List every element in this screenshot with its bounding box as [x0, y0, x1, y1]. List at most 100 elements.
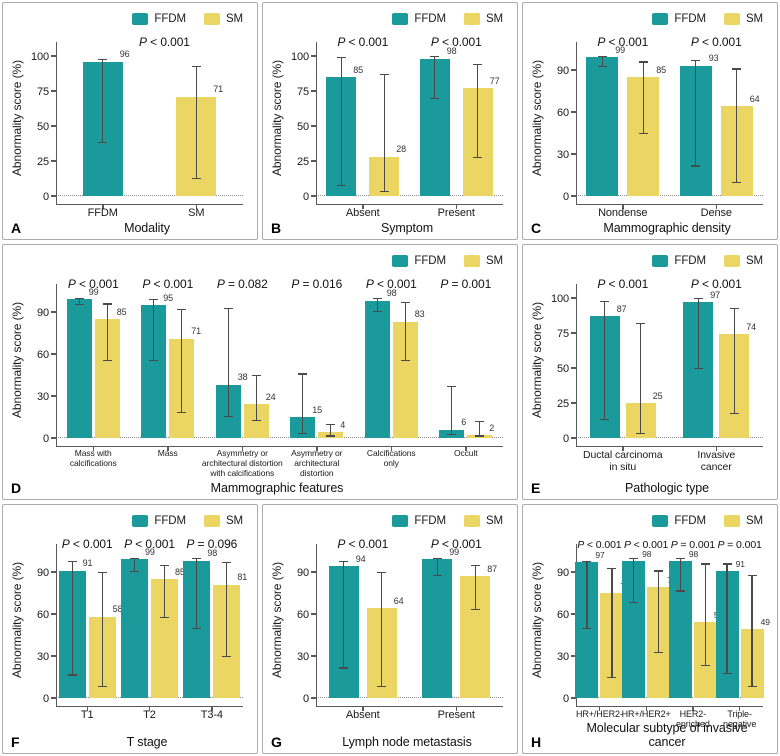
error-bar-cap-low — [636, 432, 646, 434]
panel-letter: C — [531, 220, 542, 236]
p-value: P < 0.001 — [430, 35, 482, 49]
legend-label: FFDM — [414, 254, 446, 267]
p-value: P < 0.001 — [430, 537, 482, 551]
error-bar-line — [611, 567, 613, 679]
legend-item-ffdm: FFDM — [392, 254, 446, 267]
y-tick-label: 90 — [296, 566, 309, 579]
y-axis-title: Abnormality score (%) — [269, 30, 284, 205]
legend-item-sm: SM — [463, 12, 503, 25]
x-tick-label: Calcifications only — [366, 448, 416, 468]
error-bar-cap-low — [447, 433, 457, 436]
p-value: P = 0.001 — [440, 277, 492, 291]
error-bar-line — [196, 558, 198, 630]
x-axis-title: T stage — [126, 735, 168, 749]
error-bar-line — [255, 375, 257, 422]
x-axis-title: Lymph node metastasis — [342, 735, 472, 749]
value-label: 74 — [746, 321, 757, 332]
value-label: 71 — [213, 84, 224, 95]
x-tick-label: Mass with calcifications — [69, 448, 117, 468]
ffdm-swatch — [392, 254, 409, 267]
y-tick — [51, 55, 56, 57]
p-value: P < 0.001 — [597, 35, 649, 49]
value-label: 97 — [595, 550, 605, 561]
error-bar-cap-high — [191, 65, 201, 67]
value-label: 99 — [449, 546, 460, 557]
legend: FFDM SM — [9, 249, 509, 269]
chart-body: Abnormality score (%) 0 30 60 90 94 64 P < 0.00… — [269, 532, 509, 723]
ffdm-bar — [575, 562, 599, 698]
y-tick — [51, 613, 56, 615]
x-axis — [56, 445, 503, 447]
error-bar-cap-low — [67, 674, 77, 676]
y-tick — [311, 90, 316, 92]
error-bar-cap-high — [600, 300, 610, 302]
error-bar-cap-low — [607, 677, 617, 679]
y-tick — [571, 613, 576, 615]
x-axis — [316, 705, 503, 707]
p-value: P = 0.082 — [216, 277, 268, 291]
x-tick-label: HER2- enriched — [676, 709, 710, 730]
error-bar-line — [632, 558, 635, 603]
y-tick-label: 0 — [302, 692, 309, 705]
y-tick — [571, 195, 576, 197]
error-bar-line — [330, 424, 332, 437]
y-tick-label: 0 — [42, 692, 49, 705]
p-value-overall: P < 0.001 — [139, 35, 190, 49]
y-axis-title: Abnormality score (%) — [9, 30, 24, 205]
ffdm-bar — [622, 560, 646, 698]
error-bar-cap-low — [747, 685, 757, 687]
plot-area: 03060909775P < 0.0019879P < 0.0019854P =… — [557, 532, 770, 711]
ffdm-bar — [364, 300, 390, 438]
y-tick — [571, 655, 576, 657]
y-tick-label: 100 — [550, 292, 569, 305]
y-tick — [311, 160, 316, 162]
p-value: P = 0.016 — [291, 277, 343, 291]
plot-area: 0 30 60 90 99 85 P < 0.001 95 71 P < 0.001 38 24 P =… — [37, 272, 503, 451]
error-bar-cap-low — [160, 616, 169, 619]
error-bar-cap-high — [67, 560, 77, 562]
error-bar-cap-high — [447, 385, 457, 388]
ffdm-swatch — [132, 12, 149, 25]
y-tick-label: 60 — [36, 608, 49, 621]
legend-label: SM — [225, 514, 243, 527]
y-tick — [311, 655, 316, 657]
y-tick-label: 25 — [556, 397, 569, 410]
value-label: 98 — [386, 288, 397, 299]
error-bar-line — [642, 61, 644, 135]
error-bar-line — [604, 300, 606, 420]
error-bar-line — [601, 56, 603, 68]
error-bar-cap-low — [470, 608, 480, 610]
value-label: 28 — [396, 144, 407, 155]
value-label: 98 — [446, 46, 457, 57]
chart-area: 0 30 60 90 99 85 P < 0.001 93 64 P < 0.001 Nondens… — [544, 30, 769, 221]
error-bar-cap-high — [339, 560, 349, 562]
legend: FFDM SM — [269, 509, 509, 529]
p-value: P < 0.001 — [577, 539, 622, 551]
value-label: 2 — [489, 422, 495, 433]
error-bar-cap-high — [722, 563, 732, 565]
legend-label: FFDM — [414, 12, 446, 25]
y-tick — [571, 111, 576, 113]
panel-b-symptom: FFDM SM Abnormality score (%) 0 25 50 75 100 85 2… — [262, 2, 518, 240]
y-axis — [56, 42, 58, 205]
y-axis-title-text: Abnormality score (%) — [9, 561, 24, 678]
error-bar-cap-low — [336, 184, 346, 187]
legend-item-ffdm: FFDM — [392, 12, 446, 25]
y-tick — [311, 571, 316, 573]
error-bar-cap-high — [149, 299, 159, 301]
x-axis — [576, 445, 763, 447]
error-bar-line — [102, 58, 104, 143]
ffdm-bar — [422, 559, 453, 698]
legend-label: FFDM — [154, 12, 186, 25]
panel-e-pathologic-type: FFDM SM Abnormality score (%) 0 25 50 75 100 87 2… — [522, 244, 778, 500]
x-axis — [56, 203, 243, 205]
legend-item-sm: SM — [203, 12, 243, 25]
x-axis-title: Modality — [124, 221, 170, 235]
x-tick-label: SM — [188, 207, 205, 219]
value-label: 97 — [710, 289, 721, 300]
y-axis — [56, 284, 58, 447]
error-bar-cap-high — [473, 64, 483, 66]
x-tick-labels: Mass with calcifications Mass Asymmetry or… — [56, 447, 503, 483]
legend: FFDM SM — [529, 249, 769, 269]
x-tick — [195, 205, 198, 209]
